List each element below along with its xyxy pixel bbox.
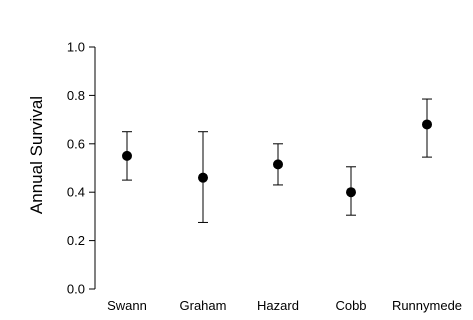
y-tick-label: 1.0 bbox=[67, 40, 85, 55]
x-tick-label: Cobb bbox=[335, 298, 366, 313]
data-point bbox=[273, 159, 283, 170]
x-tick-label: Graham bbox=[180, 298, 227, 313]
x-tick-label: Runnymede bbox=[392, 298, 462, 313]
data-point bbox=[122, 150, 132, 161]
data-point bbox=[198, 172, 208, 183]
data-point bbox=[346, 187, 356, 198]
x-tick-label: Swann bbox=[107, 298, 147, 313]
data-point bbox=[422, 119, 432, 130]
y-tick-label: 0.6 bbox=[67, 136, 85, 151]
data-point-group bbox=[122, 131, 132, 181]
y-tick-label: 0.4 bbox=[67, 185, 85, 200]
y-tick-label: 0.0 bbox=[67, 282, 85, 297]
x-tick-labels: Swann Graham Hazard Cobb Runnymede bbox=[107, 298, 462, 313]
data-point-group bbox=[346, 166, 356, 216]
data-point-group bbox=[198, 131, 208, 223]
x-tick-label: Hazard bbox=[257, 298, 299, 313]
data-point-group bbox=[422, 98, 432, 158]
y-tick-label: 0.8 bbox=[67, 88, 85, 103]
data-point-group bbox=[273, 143, 283, 186]
y-ticks: 0.0 0.2 0.4 0.6 0.8 1.0 bbox=[67, 40, 95, 297]
data-points bbox=[122, 98, 432, 223]
y-axis-label: Annual Survival bbox=[27, 96, 46, 214]
y-tick-label: 0.2 bbox=[67, 233, 85, 248]
